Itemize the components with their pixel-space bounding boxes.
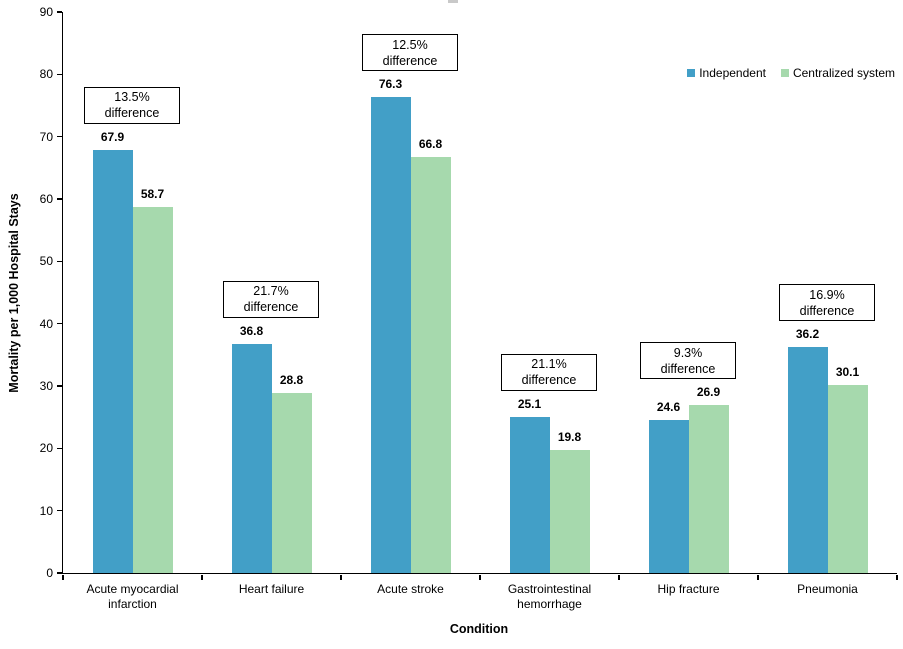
difference-word: difference xyxy=(799,303,855,318)
category-label-0: Acute myocardial infarction xyxy=(86,582,179,611)
x-axis-tick xyxy=(62,574,64,580)
y-axis-tick xyxy=(56,572,62,574)
crop-artifact xyxy=(448,0,458,3)
bar-centralized-2 xyxy=(410,156,451,573)
difference-word: difference xyxy=(243,300,299,315)
legend-label-centralized-system: Centralized system xyxy=(792,66,895,80)
bar-value-label: 66.8 xyxy=(418,136,443,151)
bar-independent-0 xyxy=(92,149,133,573)
bar-centralized-3 xyxy=(549,449,590,573)
bar-value-label: 36.8 xyxy=(239,323,264,338)
y-axis-tick-label: 30 xyxy=(39,379,53,393)
x-axis-tick xyxy=(201,574,203,580)
y-axis-tick xyxy=(56,11,62,13)
bar-value-label: 28.8 xyxy=(279,373,304,388)
y-axis-tick xyxy=(56,509,62,512)
difference-word: difference xyxy=(104,106,160,121)
bar-value-label: 19.8 xyxy=(557,429,582,444)
difference-percent: 21.1% xyxy=(531,357,567,372)
plot-area: 0 10 20 30 40 50 60 70 80 90 67.9 58.7 13.5% differen… xyxy=(40,5,898,611)
difference-annotation: 16.9% difference xyxy=(779,284,875,322)
x-axis-tick xyxy=(618,574,620,580)
difference-annotation: 9.3% difference xyxy=(640,342,736,380)
category-label-2: Acute stroke xyxy=(377,582,444,596)
bar-centralized-0 xyxy=(132,207,173,573)
independent-swatch-icon xyxy=(687,69,696,77)
difference-percent: 9.3% xyxy=(673,345,703,360)
y-axis-tick xyxy=(56,447,62,450)
bar-independent-2 xyxy=(370,97,411,573)
difference-annotation: 21.7% difference xyxy=(223,280,319,318)
difference-word: difference xyxy=(660,361,716,376)
bar-value-label: 26.9 xyxy=(696,385,721,400)
y-axis-tick xyxy=(56,260,62,263)
difference-percent: 13.5% xyxy=(114,90,150,105)
bar-value-label: 25.1 xyxy=(517,396,542,411)
y-axis-tick-label: 60 xyxy=(39,192,53,206)
bar-independent-3 xyxy=(509,416,550,573)
y-axis-tick xyxy=(56,322,62,325)
legend: Independent Centralized system xyxy=(687,66,895,80)
category-label-5: Pneumonia xyxy=(797,582,858,596)
difference-word: difference xyxy=(382,53,438,68)
y-axis-tick xyxy=(56,135,62,138)
bar-value-label: 67.9 xyxy=(100,129,125,144)
difference-word: difference xyxy=(521,373,577,388)
difference-annotation: 13.5% difference xyxy=(84,86,180,124)
bar-centralized-4 xyxy=(688,405,729,573)
y-axis-tick xyxy=(56,198,62,200)
difference-annotation: 21.1% difference xyxy=(501,353,597,391)
difference-annotation: 12.5% difference xyxy=(362,34,458,72)
legend-item-independent: Independent xyxy=(687,66,766,80)
y-axis-tick xyxy=(56,385,62,387)
x-axis-tick xyxy=(757,574,759,580)
y-axis-tick-label: 50 xyxy=(39,254,53,269)
y-axis-tick-label: 90 xyxy=(39,5,53,19)
category-label-1: Heart failure xyxy=(238,582,305,596)
bar-independent-4 xyxy=(648,419,689,573)
bar-value-label: 76.3 xyxy=(378,77,403,92)
bar-value-label: 58.7 xyxy=(140,187,165,202)
category-label-4: Hip fracture xyxy=(657,582,720,596)
legend-label-independent: Independent xyxy=(699,66,766,80)
y-axis-tick-label: 0 xyxy=(46,566,53,580)
centralized-system-swatch-icon xyxy=(780,69,789,77)
y-axis-tick-label: 80 xyxy=(39,67,53,82)
bar-value-label: 36.2 xyxy=(795,327,820,342)
bar-independent-1 xyxy=(231,343,272,573)
category-label-3: Gastrointestinal hemorrhage xyxy=(507,582,592,611)
bar-independent-5 xyxy=(787,347,828,573)
bar-value-label: 24.6 xyxy=(656,399,681,414)
x-axis-tick xyxy=(479,574,481,580)
bar-centralized-5 xyxy=(827,385,868,573)
x-axis-tick xyxy=(896,574,898,580)
y-axis-tick-label: 70 xyxy=(39,129,53,144)
x-axis-tick xyxy=(340,574,342,580)
difference-percent: 21.7% xyxy=(253,284,289,299)
difference-percent: 12.5% xyxy=(392,37,428,52)
y-axis-tick-label: 10 xyxy=(39,503,53,518)
y-axis-tick-label: 40 xyxy=(39,316,53,331)
x-axis-title: Condition xyxy=(449,622,509,636)
legend-item-centralized-system: Centralized system xyxy=(780,66,895,80)
y-axis-tick-label: 20 xyxy=(39,441,53,456)
bar-value-label: 30.1 xyxy=(835,365,860,380)
y-axis-tick xyxy=(56,73,62,76)
difference-percent: 16.9% xyxy=(809,287,845,302)
bar-centralized-1 xyxy=(271,393,312,573)
